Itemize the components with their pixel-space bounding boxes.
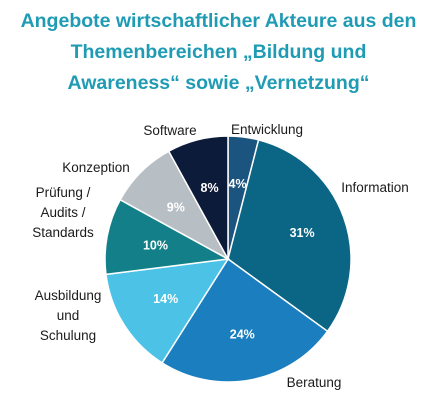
pie-slice-ausbildung-und-schulung (105, 258, 230, 364)
chart-title-line-1: Angebote wirtschaftlicher Akteure aus de… (20, 10, 417, 32)
slice-value-label: 4% (229, 177, 247, 191)
slice-value-label: 31% (290, 226, 315, 240)
slice-value-label: 14% (153, 292, 178, 306)
slice-value-label: 24% (230, 327, 255, 341)
slice-category-label: Ausbildung und Schulung (35, 288, 102, 343)
slice-category-label-line: Beratung (287, 375, 342, 390)
slice-category-label: Entwicklung (231, 122, 303, 137)
slice-category-label-line: und (57, 308, 80, 323)
slice-value-label: 9% (167, 200, 185, 214)
pie-slice-information (227, 138, 352, 333)
chart-title-line-2: Themenbereichen „Bildung und (70, 41, 367, 63)
slice-category-label-line: Konzeption (62, 160, 130, 175)
slice-category-label: Prüfung / Audits / Standards (32, 185, 94, 240)
slice-category-label: Information (341, 180, 409, 195)
slice-category-label-line: Software (143, 123, 196, 138)
slice-category-label-line: Audits / (40, 205, 85, 220)
slice-category-label-line: Prüfung / (36, 185, 91, 200)
slice-category-label-line: Ausbildung (35, 288, 102, 303)
chart-title: Angebote wirtschaftlicher Akteure aus de… (0, 6, 437, 99)
slice-category-label: Beratung (287, 375, 342, 390)
slice-value-label: 10% (143, 239, 168, 253)
slice-category-label: Software (143, 123, 196, 138)
slice-category-label-line: Standards (32, 225, 94, 240)
slice-category-label-line: Schulung (40, 328, 96, 343)
slice-category-label-line: Information (341, 180, 409, 195)
chart-title-line-3: Awareness“ sowie „Vernetzung“ (67, 72, 370, 94)
pie-slice-software (167, 135, 229, 260)
slice-category-label: Konzeption (62, 160, 130, 175)
slice-category-label-line: Entwicklung (231, 122, 303, 137)
slice-value-label: 8% (201, 181, 219, 195)
pie-slice-prüfung-audits-standards (104, 198, 231, 276)
pie-slice-beratung (161, 257, 329, 383)
